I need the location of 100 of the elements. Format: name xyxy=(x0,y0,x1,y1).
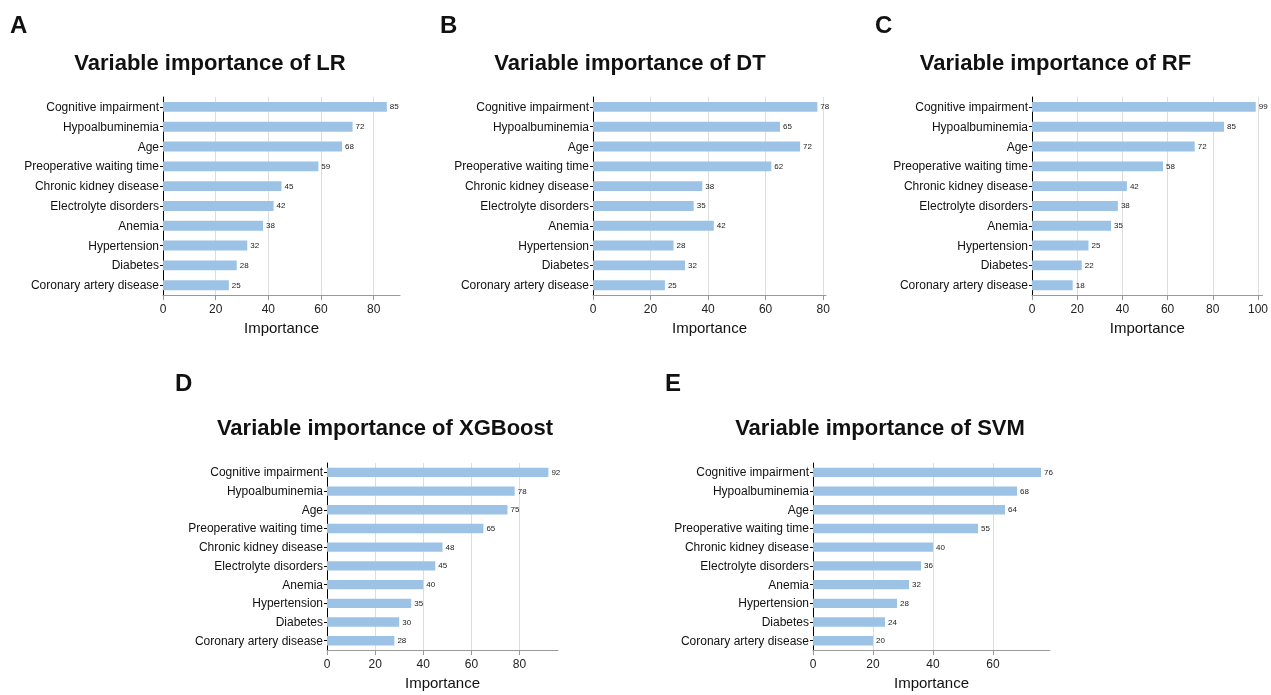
data-label: 75 xyxy=(510,505,520,515)
data-label: 65 xyxy=(486,523,496,533)
bar xyxy=(1032,181,1127,192)
bar xyxy=(813,486,1017,496)
bar xyxy=(593,201,694,211)
y-tick-label: Hypertension xyxy=(88,238,159,253)
data-label: 38 xyxy=(266,221,276,231)
bar xyxy=(813,467,1041,478)
x-tick-label: 0 xyxy=(1028,302,1036,317)
bar xyxy=(813,617,885,627)
y-tick-label: Cognitive impairment xyxy=(915,99,1029,114)
y-tick-label: Cognitive impairment xyxy=(46,99,160,114)
data-label: 28 xyxy=(239,260,250,270)
data-label: 78 xyxy=(820,102,830,112)
y-tick-label: Anemia xyxy=(118,218,160,233)
x-axis-title: Importance xyxy=(243,319,320,336)
y-tick-label: Preoperative waiting time xyxy=(674,521,810,536)
chart-title: Variable importance of SVM xyxy=(735,414,1025,440)
bar xyxy=(327,579,424,590)
bar xyxy=(593,260,686,271)
y-tick-label: Electrolyte disorders xyxy=(700,558,809,573)
x-tick-label: 0 xyxy=(589,302,597,317)
x-tick-label: 60 xyxy=(464,657,479,672)
y-tick-label: Anemia xyxy=(282,577,324,592)
bar xyxy=(163,220,264,231)
data-label: 65 xyxy=(782,122,793,132)
y-tick-label: Preoperative waiting time xyxy=(454,159,590,174)
data-label: 45 xyxy=(438,561,448,571)
y-tick-label: Coronary artery disease xyxy=(680,633,810,648)
y-tick-label: Hypoalbuminemia xyxy=(931,119,1029,134)
data-label: 35 xyxy=(696,201,707,211)
x-tick-label: 0 xyxy=(809,657,817,672)
bar xyxy=(163,201,274,211)
y-tick-label: Hypertension xyxy=(957,238,1028,253)
y-tick-label: Diabetes xyxy=(541,258,589,273)
y-tick-label: Chronic kidney disease xyxy=(684,540,810,555)
bar xyxy=(1032,121,1225,132)
y-tick-label: Electrolyte disorders xyxy=(480,198,589,213)
y-tick-label: Age xyxy=(1006,139,1029,154)
bar xyxy=(593,220,714,231)
bar xyxy=(593,240,674,251)
bar xyxy=(327,636,395,646)
y-tick-label: Chronic kidney disease xyxy=(903,179,1029,194)
bar xyxy=(593,141,801,152)
data-label: 48 xyxy=(445,542,455,552)
data-label: 28 xyxy=(397,636,407,646)
data-label: 78 xyxy=(517,486,528,496)
data-label: 35 xyxy=(414,598,424,608)
y-tick-label: Cognitive impairment xyxy=(210,465,324,480)
x-axis-title: Importance xyxy=(404,674,481,691)
data-label: 32 xyxy=(250,241,260,251)
data-label: 42 xyxy=(276,201,287,211)
bar xyxy=(163,181,282,192)
bar xyxy=(813,523,978,534)
x-tick-label: 60 xyxy=(314,302,328,317)
bar xyxy=(1032,161,1164,172)
x-tick-label: 20 xyxy=(208,302,223,317)
chart-title: Variable importance of DT xyxy=(494,49,767,75)
text: D xyxy=(175,368,193,396)
x-tick-label: 60 xyxy=(758,302,773,317)
bar xyxy=(327,467,549,478)
y-tick-label: Coronary artery disease xyxy=(194,633,324,648)
x-tick-label: 100 xyxy=(1247,302,1269,317)
y-tick-label: Cognitive impairment xyxy=(696,465,810,480)
data-label: 42 xyxy=(716,221,727,231)
x-tick-label: 40 xyxy=(1115,302,1130,317)
y-tick-label: Diabetes xyxy=(275,615,323,630)
data-label: 18 xyxy=(1075,280,1086,290)
bar xyxy=(593,101,818,112)
x-tick-label: 40 xyxy=(926,657,940,672)
data-label: 59 xyxy=(321,161,331,171)
data-label: 24 xyxy=(888,617,898,627)
data-label: 32 xyxy=(912,580,922,590)
bar xyxy=(1032,280,1073,291)
data-label: 30 xyxy=(402,617,412,627)
data-label: 72 xyxy=(803,142,813,152)
bar xyxy=(163,101,387,112)
y-tick-label: Preoperative waiting time xyxy=(893,159,1029,174)
y-tick-label: Age xyxy=(137,139,160,154)
x-tick-label: 40 xyxy=(416,657,431,672)
bar xyxy=(813,542,933,552)
data-label: 55 xyxy=(981,523,991,533)
y-tick-label: Preoperative waiting time xyxy=(24,159,160,174)
y-tick-label: Cognitive impairment xyxy=(476,99,590,114)
y-tick-label: Anemia xyxy=(987,218,1029,233)
data-label: 42 xyxy=(1129,181,1140,191)
y-tick-label: Hypoalbuminemia xyxy=(492,119,590,134)
data-label: 72 xyxy=(1197,142,1208,152)
y-tick-label: Hypertension xyxy=(252,596,323,611)
bar xyxy=(163,240,248,251)
data-label: 28 xyxy=(676,241,686,251)
y-tick-label: Anemia xyxy=(768,577,810,592)
bar xyxy=(327,598,412,608)
bar xyxy=(593,181,703,192)
data-label: 25 xyxy=(231,280,242,290)
x-tick-label: 20 xyxy=(368,657,383,672)
bar xyxy=(1032,101,1256,112)
x-tick-label: 20 xyxy=(643,302,658,317)
x-axis-title: Importance xyxy=(1109,319,1185,336)
y-tick-label: Hypoalbuminemia xyxy=(712,484,810,499)
